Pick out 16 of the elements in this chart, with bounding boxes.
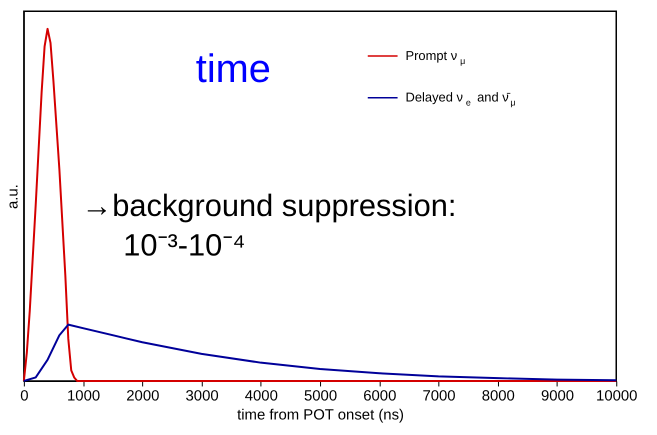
x-tick-label: 2000 [126, 388, 160, 404]
x-tick-label: 4000 [244, 388, 278, 404]
x-tick-label: 6000 [363, 388, 396, 404]
annotation: 10⁻³-10⁻⁴ [123, 228, 246, 263]
y-axis-title: a.u. [5, 184, 22, 210]
x-tick-label: 0 [20, 388, 28, 404]
x-tick-label: 9000 [540, 388, 574, 404]
x-tick-label: 1000 [67, 388, 100, 404]
x-tick-label: 5000 [304, 388, 338, 404]
annotation: time [196, 46, 271, 91]
x-axis-title: time from POT onset (ns) [237, 407, 404, 424]
x-tick-label: 3000 [186, 388, 219, 404]
x-tick-label: 10000 [596, 388, 638, 404]
x-tick-label: 8000 [482, 388, 515, 404]
x-tick-label: 7000 [422, 388, 456, 404]
annotation: →background suppression: [82, 188, 456, 223]
